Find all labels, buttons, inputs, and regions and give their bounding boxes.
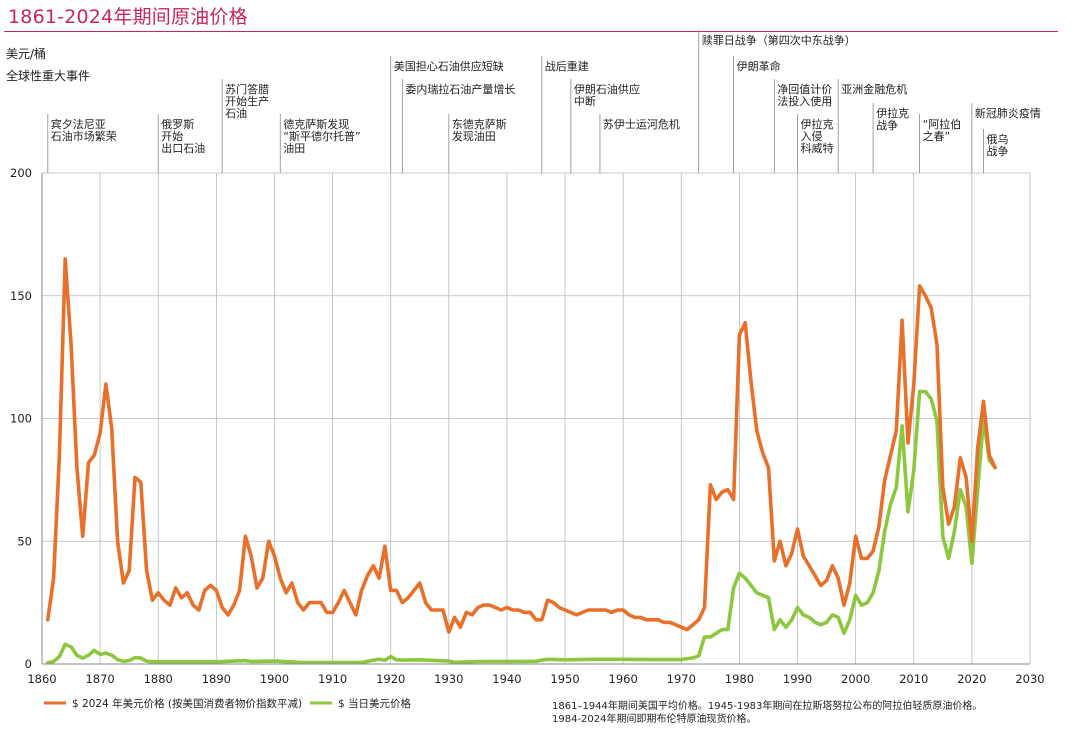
event-label: 伊拉克 — [801, 117, 834, 131]
event-label: 出口石油 — [161, 141, 205, 155]
series-line-nominal-usd — [45, 389, 997, 665]
event-label: 发现油田 — [452, 129, 496, 143]
event-label: 中断 — [574, 94, 596, 108]
x-tick-label: 1970 — [667, 672, 696, 686]
event-label: 石油 — [225, 106, 247, 120]
x-tick-label: 2030 — [1015, 672, 1044, 686]
event-label: 战争 — [876, 118, 898, 132]
event-label: 战争 — [987, 144, 1009, 158]
event-label: 之春” — [923, 129, 951, 143]
event-label: 东德克萨斯 — [452, 117, 507, 131]
event-label: 德克萨斯发现 — [283, 117, 349, 131]
event-label: 美国担心石油供应短缺 — [394, 59, 504, 73]
x-tick-label: 1990 — [783, 672, 812, 686]
event-label: 赎罪日战争（第四次中东战争） — [702, 33, 856, 47]
y-tick-label: 50 — [17, 534, 32, 548]
y-axis-title: 美元/桶 — [6, 46, 46, 61]
event-label: “阿拉伯 — [923, 117, 962, 131]
event-label: 入侵 — [801, 130, 823, 143]
legend-label: $ 当日美元价格 — [338, 697, 412, 710]
y-tick-label: 200 — [10, 166, 32, 180]
source-note-line: 1861–1944年期间美国平均价格。1945-1983年期间在拉斯塔努拉公布的… — [552, 699, 982, 712]
source-note: 1861–1944年期间美国平均价格。1945-1983年期间在拉斯塔努拉公布的… — [552, 699, 982, 725]
event-label: 苏门答腊 — [225, 82, 269, 96]
x-tick-label: 1980 — [725, 672, 754, 686]
event-label: 科威特 — [801, 141, 834, 155]
x-tick-label: 2020 — [957, 672, 986, 686]
event-label: 法投入使用 — [777, 94, 832, 108]
event-label: 俄罗斯 — [161, 118, 194, 131]
event-label: 伊朗革命 — [737, 59, 781, 73]
event-label: “斯平德尔托普” — [283, 129, 360, 143]
series-lines — [45, 257, 997, 665]
event-label: 石油市场繁荣 — [51, 129, 117, 143]
event-label: 净回值计价 — [777, 82, 832, 96]
x-tick-label: 1890 — [202, 672, 231, 686]
legend: $ 2024 年美元价格 (按美国消费者物价指数平减) $ 当日美元价格 — [44, 697, 412, 710]
legend-label: $ 2024 年美元价格 (按美国消费者物价指数平减) — [72, 697, 302, 710]
title-divider — [4, 31, 1058, 32]
event-label: 油田 — [283, 141, 305, 155]
x-tick-label: 1920 — [376, 672, 405, 686]
event-label: 开始生产 — [225, 94, 269, 108]
x-tick-label: 1860 — [27, 672, 56, 686]
source-note-line: 1984-2024年期间即期布伦特原油现货价格。 — [552, 712, 757, 725]
y-tick-label: 0 — [25, 657, 32, 671]
events-header: 全球性重大事件 — [6, 68, 90, 83]
event-label: 委内瑞拉石油产量增长 — [405, 82, 515, 96]
grid-lines — [42, 172, 1030, 665]
x-tick-label: 1930 — [434, 672, 463, 686]
x-tick-label: 1880 — [144, 672, 173, 686]
axes: 1860 1870 1880 1890 1900 1910 1920 1930 1940 1950… — [10, 166, 1045, 686]
x-tick-label: 1950 — [550, 672, 579, 686]
series-line-2024-usd — [45, 257, 997, 634]
event-label: 宾夕法尼亚 — [51, 117, 106, 131]
y-tick-label: 150 — [10, 289, 32, 303]
x-tick-label: 2010 — [899, 672, 928, 686]
x-tick-label: 1870 — [85, 672, 114, 686]
event-label: 俄乌 — [987, 132, 1009, 146]
x-tick-label: 1910 — [318, 672, 347, 686]
event-label: 苏伊士运河危机 — [603, 117, 680, 131]
x-tick-label: 1940 — [492, 672, 521, 686]
event-label: 亚洲金融危机 — [841, 82, 907, 96]
event-label: 伊拉克 — [876, 106, 909, 120]
x-tick-label: 1900 — [260, 672, 289, 686]
event-label: 开始 — [161, 129, 183, 143]
x-tick-label: 1960 — [609, 672, 638, 686]
event-label: 伊朗石油供应 — [574, 82, 640, 96]
event-label: 战后重建 — [545, 59, 589, 73]
x-tick-label: 2000 — [841, 672, 870, 686]
y-tick-label: 100 — [10, 412, 32, 426]
event-label: 新冠肺炎疫情 — [975, 106, 1041, 120]
chart-title: 1861-2024年期间原油价格 — [8, 6, 248, 28]
